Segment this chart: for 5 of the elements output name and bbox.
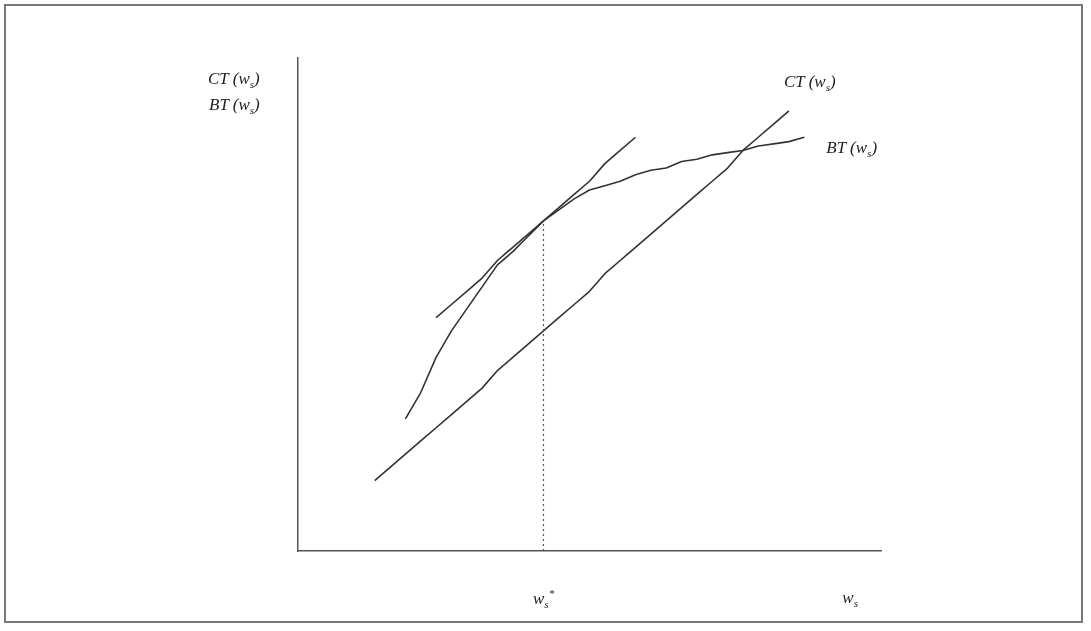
series-label: CT (w$_{s}$) bbox=[783, 71, 836, 94]
series-label: BT (w$_{s}$) bbox=[826, 138, 878, 160]
text: CT (w$_{s}$) bbox=[208, 69, 260, 91]
text: BT (w$_{s}$) bbox=[209, 95, 260, 117]
x-tick-label: w$_{s}$ bbox=[842, 588, 858, 610]
